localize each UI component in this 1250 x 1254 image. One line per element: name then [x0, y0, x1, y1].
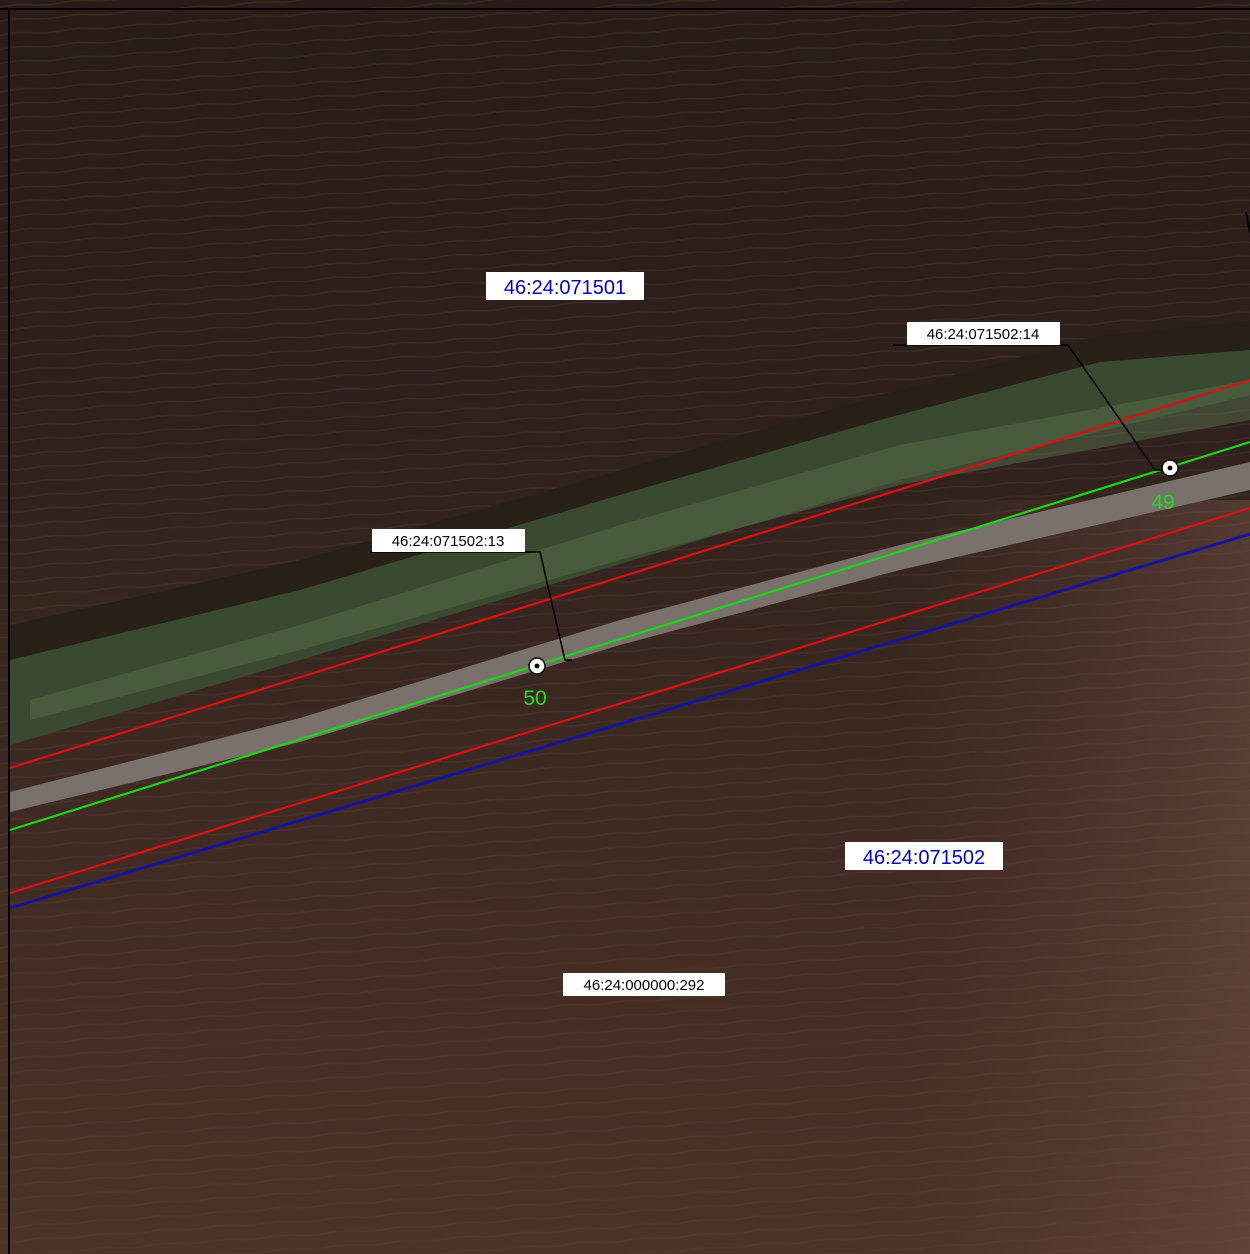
- parcel-label-14-bg: [907, 322, 1060, 345]
- survey-point-49-center: [1167, 465, 1173, 471]
- quarter-label-north-bg: [486, 272, 644, 300]
- leader-line-edge: [1245, 211, 1250, 233]
- quarter-label-south-bg: [845, 842, 1003, 870]
- parcel-label-13: 46:24:071502:13: [372, 529, 525, 552]
- green-boundary: [9, 440, 1250, 832]
- parcel-label-14-text: 46:24:071502:14: [927, 326, 1040, 343]
- survey-point-50-center: [534, 663, 540, 669]
- survey-point-49-label: 49: [1151, 491, 1174, 514]
- survey-point-50[interactable]: 50: [523, 657, 547, 710]
- parcel-label-14: 46:24:071502:14: [907, 322, 1060, 345]
- parcel-label-13-bg: [372, 529, 525, 552]
- survey-point-50-label: 50: [523, 687, 546, 710]
- quarter-label-south: 46:24:071502: [845, 842, 1003, 870]
- tree-belt-shadow: [10, 320, 1250, 660]
- blue-quarter-boundary: [9, 532, 1250, 910]
- parcel-label-292: 46:24:000000:292: [563, 973, 725, 996]
- quarter-label-south-text: 46:24:071502: [863, 847, 985, 869]
- red-boundary-upper: [9, 378, 1250, 770]
- parcel-label-292-bg: [563, 973, 725, 996]
- survey-point-49[interactable]: 49: [1151, 459, 1179, 514]
- quarter-label-north-text: 46:24:071501: [504, 277, 626, 299]
- quarter-label-north: 46:24:071501: [486, 272, 644, 300]
- field-right-glow: [900, 500, 1250, 1254]
- parcel-label-13-text: 46:24:071502:13: [392, 533, 505, 550]
- tree-belt-highlight: [30, 380, 1250, 720]
- red-boundary-lower: [9, 506, 1250, 895]
- parcel-label-292-text: 46:24:000000:292: [584, 977, 705, 994]
